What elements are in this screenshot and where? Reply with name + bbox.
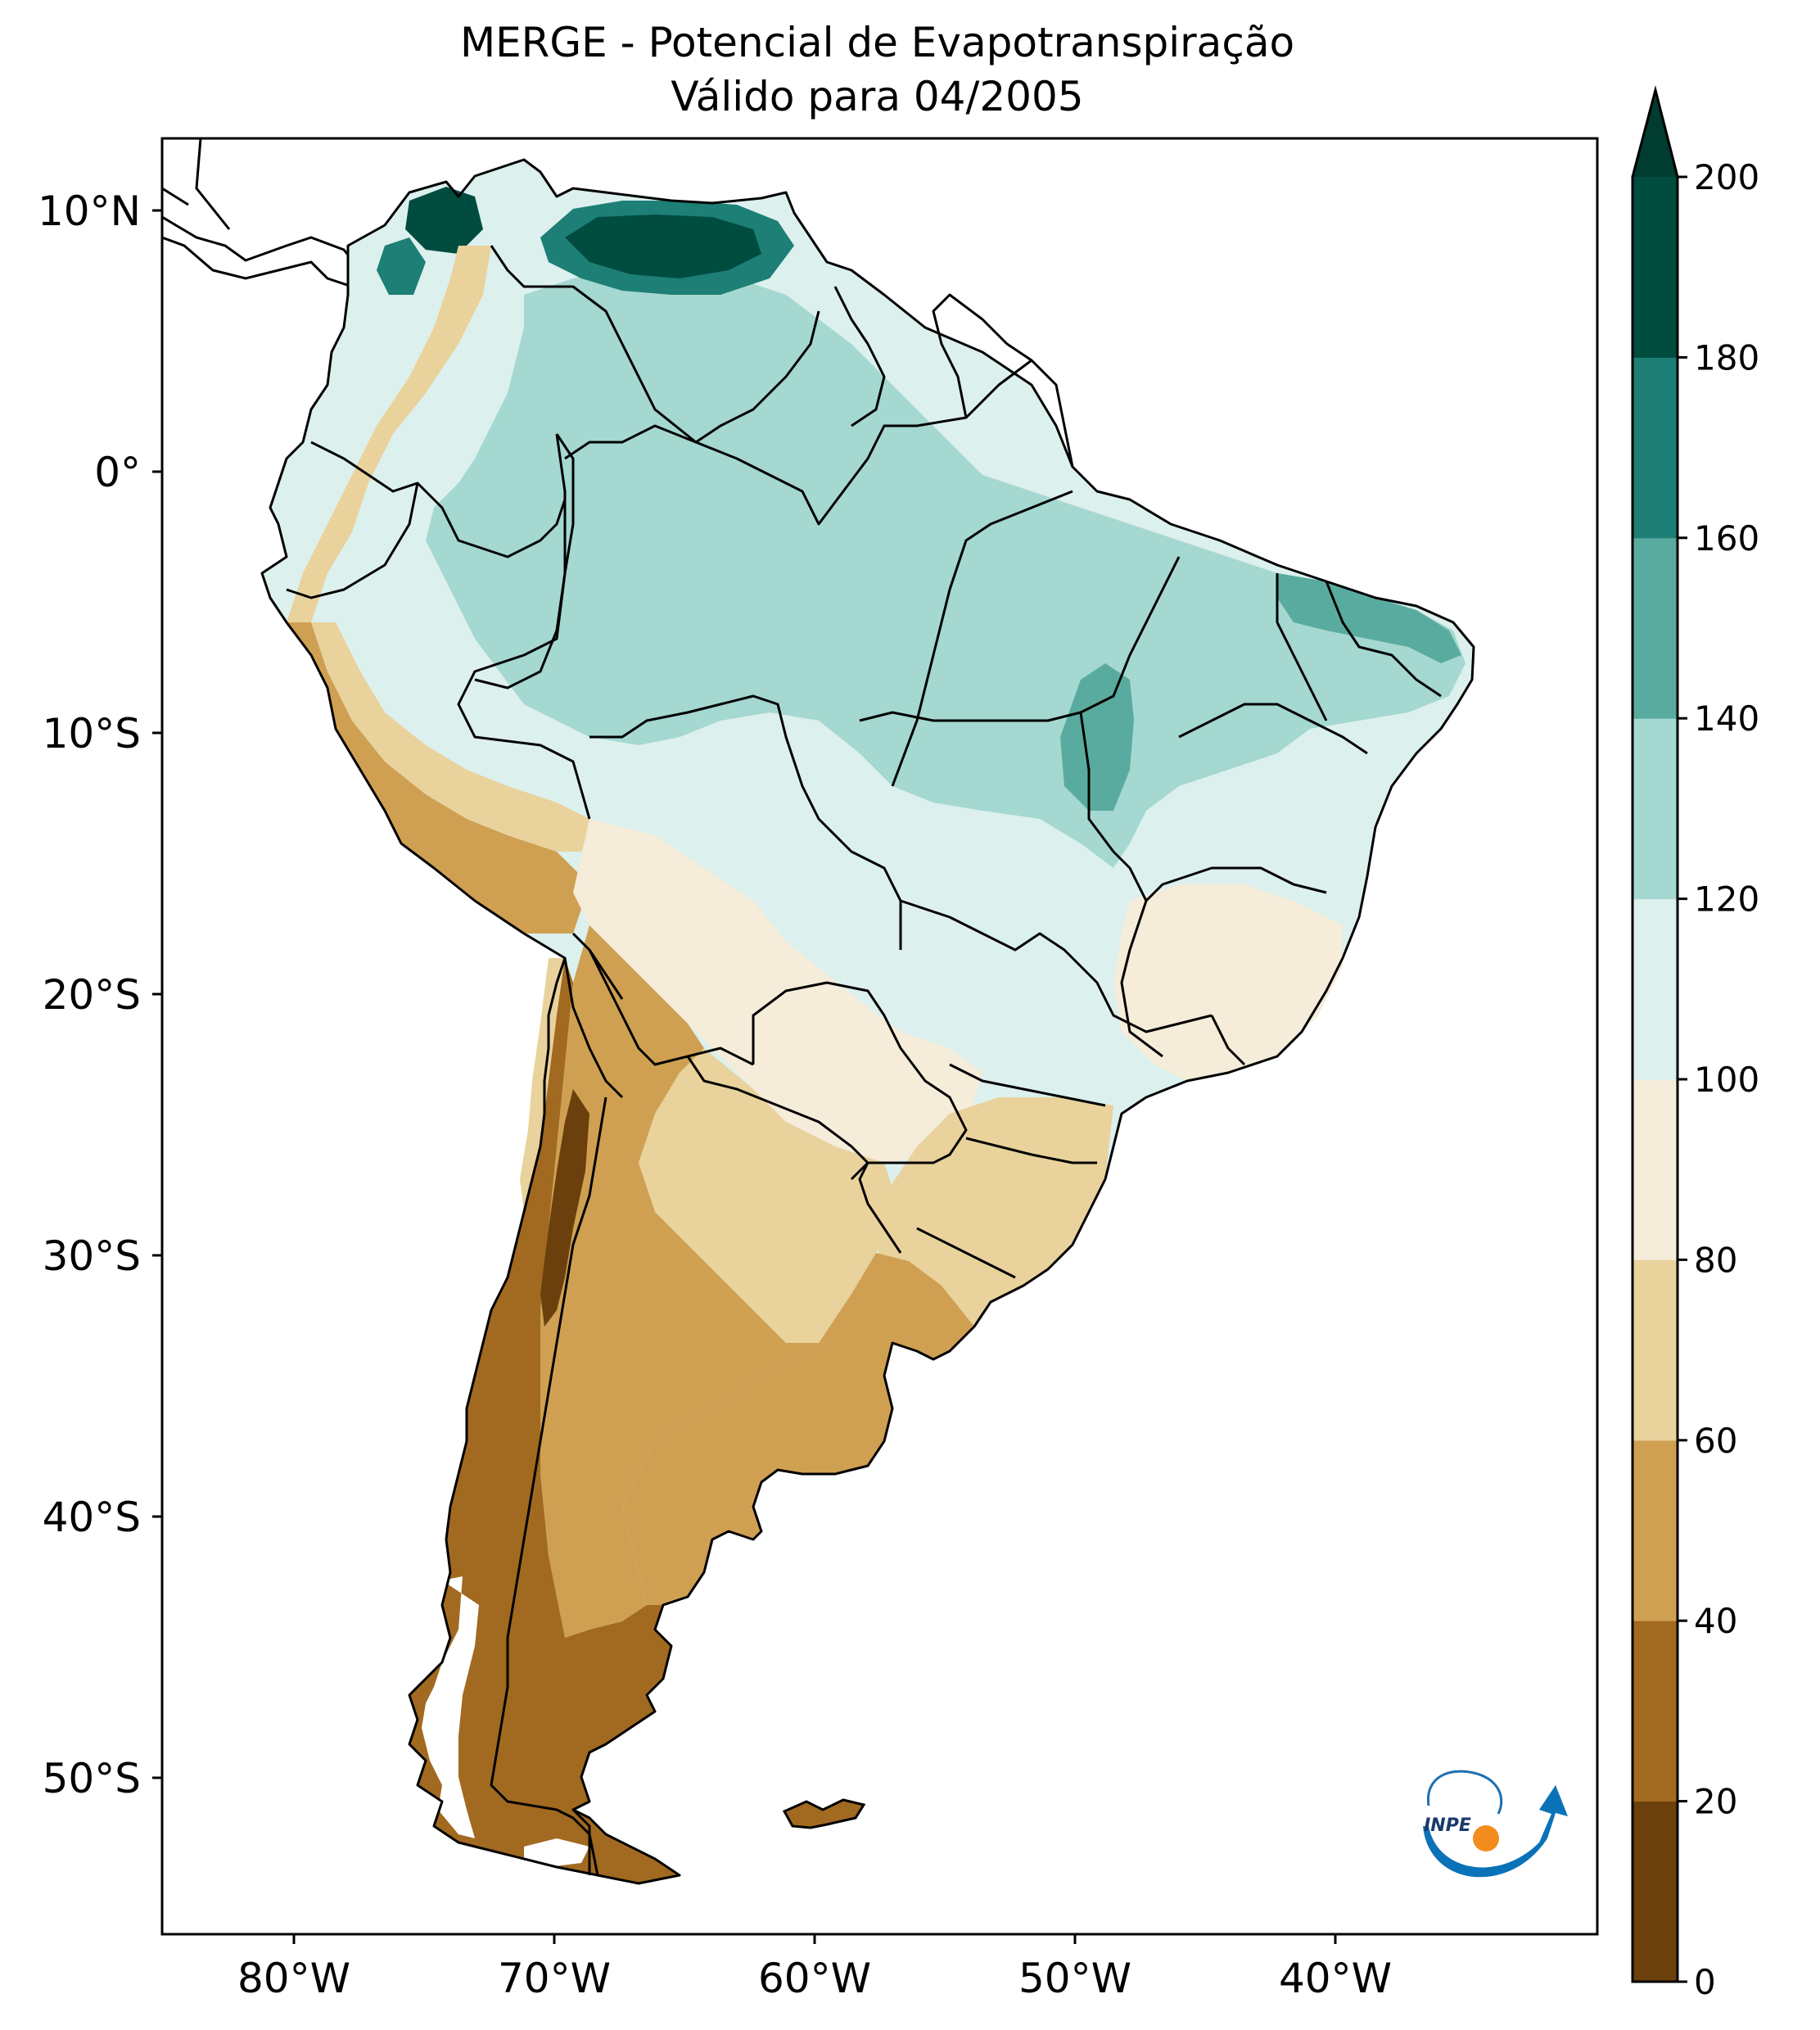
northeast-zone-140 — [1060, 663, 1134, 811]
andes-south-zone-20-40 — [409, 958, 680, 1883]
colorbar-tick-label: 160 — [1694, 518, 1759, 558]
inpe-logo-text: INPE — [1424, 1815, 1471, 1836]
chaco-zone-80-100 — [573, 819, 982, 1163]
argentina-zone-40-60 — [540, 925, 819, 1638]
colorbar-tick-label: 60 — [1694, 1421, 1737, 1461]
longitude-ticks — [292, 1934, 1337, 1944]
colorbar-tick-label: 80 — [1694, 1240, 1737, 1280]
colorbar-tick-label: 0 — [1694, 1962, 1716, 2002]
lat-label-10s: 10°S — [43, 710, 141, 757]
colorbar-segments — [1633, 177, 1678, 1983]
colombia-zone-160 — [377, 237, 426, 295]
lat-label-10n: 10°N — [38, 188, 141, 235]
latitude-ticks — [152, 209, 162, 1779]
colorbar-tick-label: 100 — [1694, 1060, 1759, 1100]
map-frame — [160, 137, 1599, 1936]
andes-peru-zone-40-60 — [287, 622, 589, 934]
lon-label-80w: 80°W — [237, 1955, 350, 2002]
colorbar-tick-label: 120 — [1694, 879, 1759, 920]
colorbar-segment — [1633, 357, 1678, 539]
amazon-zone-120-140 — [426, 270, 1465, 868]
uruguay-zone-40-60 — [622, 1253, 974, 1605]
lon-label-60w: 60°W — [758, 1955, 871, 2002]
andes-peru-zone-60-80 — [311, 622, 589, 852]
tierra-del-fuego-nodata — [524, 1838, 589, 1867]
andes-north-zone-60-80 — [287, 246, 491, 622]
patagonia-nodata — [422, 1576, 479, 1838]
lat-label-30s: 30°S — [43, 1232, 141, 1280]
falkland-islands — [782, 1798, 866, 1829]
lon-label-50w: 50°W — [1018, 1955, 1131, 2002]
argentina-zone-60-80 — [639, 1048, 901, 1343]
colorbar: 0 20 40 60 80 100 120 140 160 180 200 — [1631, 85, 1759, 2002]
lon-label-70w: 70°W — [498, 1955, 611, 2002]
colorbar-segment — [1633, 1621, 1678, 1802]
colorbar-ticks: 0 20 40 60 80 100 120 140 160 180 200 — [1678, 157, 1759, 2002]
northeast-coast-zone-140 — [1277, 573, 1461, 663]
lat-label-40s: 40°S — [43, 1494, 141, 1541]
colorbar-segment — [1633, 1079, 1678, 1260]
colorbar-segment — [1633, 1801, 1678, 1983]
colorbar-tick-label: 200 — [1694, 157, 1759, 197]
central-america-coast — [162, 138, 231, 230]
colorbar-segment — [1633, 898, 1678, 1080]
colorbar-outline — [1631, 85, 1679, 1983]
southeast-brazil-zone-80-100 — [1113, 884, 1343, 1081]
map-content — [162, 138, 1475, 1885]
chile-coast-zone-60-80 — [520, 958, 565, 1212]
inpe-logo: INPE — [1423, 1770, 1568, 1878]
venezuela-zone-180 — [565, 215, 761, 278]
colorbar-tick-label: 180 — [1694, 337, 1759, 378]
lat-label-0: 0° — [94, 449, 141, 496]
colorbar-segment — [1633, 537, 1678, 719]
lat-label-50s: 50°S — [43, 1755, 141, 1802]
lat-label-20s: 20°S — [43, 971, 141, 1019]
colorbar-tick-label: 140 — [1694, 699, 1759, 739]
amazon-zone-north — [573, 262, 770, 401]
colorbar-extend-arrow — [1633, 90, 1678, 177]
map-subtitle: Válido para 04/2005 — [671, 73, 1084, 120]
lon-label-40w: 40°W — [1279, 1955, 1392, 2002]
colorbar-tick-label: 40 — [1694, 1601, 1737, 1641]
colorbar-tick-label: 20 — [1694, 1782, 1737, 1822]
andes-zone-0-20 — [540, 1089, 589, 1327]
map-title: MERGE - Potencial de Evapotranspiração — [459, 19, 1295, 66]
colorbar-segment — [1633, 177, 1678, 358]
colorbar-segment — [1633, 718, 1678, 900]
colombia-north-zone-180 — [405, 187, 483, 254]
colorbar-segment — [1633, 1440, 1678, 1621]
colorbar-segment — [1633, 1259, 1678, 1441]
country-borders — [260, 158, 1475, 1885]
